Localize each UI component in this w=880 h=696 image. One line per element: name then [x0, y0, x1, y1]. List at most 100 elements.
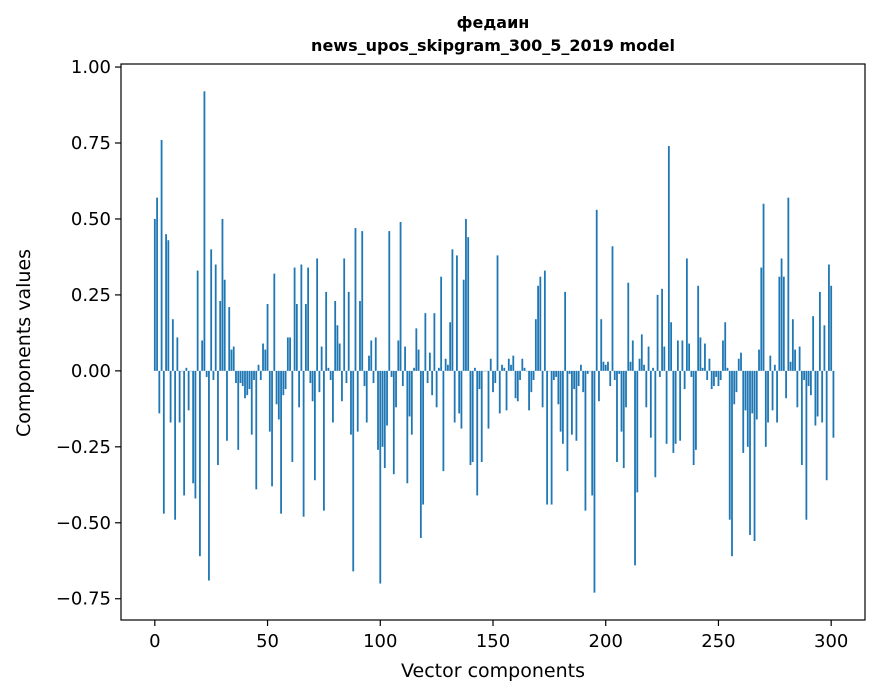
bar: [413, 367, 415, 371]
bar: [561, 370, 564, 444]
bar: [451, 249, 454, 371]
bar: [329, 370, 332, 380]
bar: [390, 370, 393, 377]
bar: [487, 370, 490, 429]
bar: [370, 340, 373, 371]
bar: [469, 370, 472, 466]
bar: [580, 364, 582, 371]
bar: [782, 276, 785, 371]
bar: [465, 218, 467, 371]
bar: [755, 370, 758, 420]
x-tick-label: 250: [701, 631, 735, 652]
bar: [217, 370, 219, 466]
bar: [555, 370, 558, 377]
bar: [778, 276, 781, 371]
bar: [160, 139, 163, 371]
bar: [726, 367, 729, 371]
bar: [742, 370, 745, 453]
bar: [494, 370, 497, 384]
bar: [670, 322, 673, 371]
x-tick-label: 300: [814, 631, 848, 652]
bar: [365, 370, 368, 423]
bar: [165, 234, 167, 371]
bar: [812, 316, 815, 371]
bar: [338, 343, 341, 371]
bar: [773, 364, 776, 371]
bar: [613, 370, 616, 380]
bar: [300, 264, 303, 371]
bar: [546, 370, 549, 505]
bar: [456, 255, 458, 371]
bar: [722, 340, 724, 371]
y-tick-label: 0.25: [71, 285, 111, 306]
bar: [194, 370, 197, 499]
bar: [769, 355, 772, 371]
bar: [392, 370, 395, 475]
bar: [559, 370, 562, 432]
bar: [602, 361, 605, 371]
bar: [575, 370, 578, 441]
bar: [356, 370, 359, 432]
bar: [318, 370, 321, 393]
bar: [271, 370, 273, 487]
bar: [512, 355, 515, 371]
y-tick-label: 0.75: [71, 133, 111, 154]
bar: [183, 370, 186, 496]
bar: [228, 307, 231, 371]
bar: [758, 349, 760, 371]
bar: [386, 370, 388, 426]
bar: [537, 285, 539, 371]
bar: [361, 231, 364, 371]
bar: [372, 370, 375, 384]
bar: [584, 370, 587, 511]
x-axis-label: Vector components: [401, 660, 585, 682]
bar: [347, 291, 350, 371]
bar: [275, 370, 278, 405]
bar: [704, 343, 706, 371]
bar: [359, 300, 361, 371]
y-tick-label: −0.50: [56, 513, 111, 534]
bar: [332, 370, 334, 423]
x-tick-label: 50: [256, 631, 279, 652]
bar: [293, 267, 296, 371]
bar: [309, 370, 312, 384]
bar: [598, 370, 600, 402]
bar: [665, 370, 668, 444]
bar: [282, 370, 285, 396]
bar: [683, 370, 686, 390]
bar: [685, 258, 688, 371]
bar: [620, 370, 623, 432]
bar: [719, 370, 722, 380]
bar: [658, 370, 661, 377]
bar: [805, 370, 808, 520]
bar: [250, 370, 253, 435]
bar: [327, 367, 330, 371]
plot-area-frame: [120, 63, 866, 621]
bar: [764, 370, 767, 447]
bar: [388, 231, 391, 371]
bar: [205, 370, 208, 377]
x-tick-label: 0: [149, 631, 160, 652]
x-tick-label: 100: [363, 631, 397, 652]
bar: [320, 346, 323, 371]
bar: [715, 370, 718, 377]
bar: [821, 370, 824, 423]
bar: [458, 370, 461, 414]
bar: [785, 370, 787, 399]
y-axis-ticks: −0.75 −0.50 −0.25 0.00 0.25 0.50 0.75 1.00: [56, 57, 121, 610]
bar: [503, 367, 506, 371]
bar: [428, 352, 431, 371]
bar: [257, 364, 260, 371]
bar: [798, 346, 801, 371]
bar: [638, 358, 641, 371]
bar: [611, 246, 614, 371]
bar: [514, 370, 517, 399]
bar: [652, 367, 654, 371]
bar: [717, 370, 720, 387]
bar: [219, 300, 222, 371]
bar: [424, 313, 427, 371]
bar: [395, 370, 397, 408]
bar: [422, 370, 425, 505]
bar: [241, 370, 244, 387]
bar: [167, 240, 170, 371]
